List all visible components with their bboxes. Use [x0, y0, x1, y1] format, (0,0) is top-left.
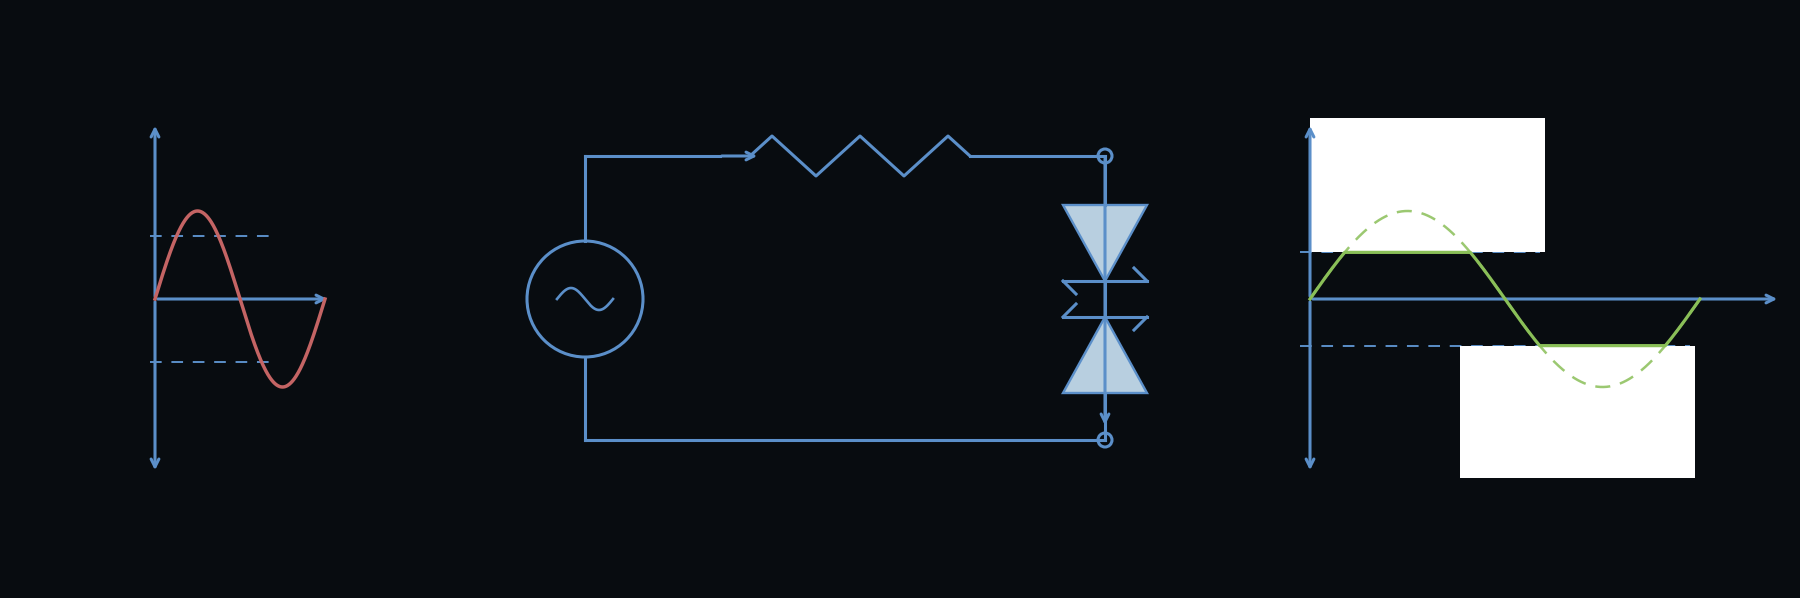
- FancyBboxPatch shape: [1310, 118, 1544, 252]
- FancyBboxPatch shape: [1460, 346, 1696, 478]
- Polygon shape: [1064, 205, 1147, 281]
- Polygon shape: [1064, 317, 1147, 393]
